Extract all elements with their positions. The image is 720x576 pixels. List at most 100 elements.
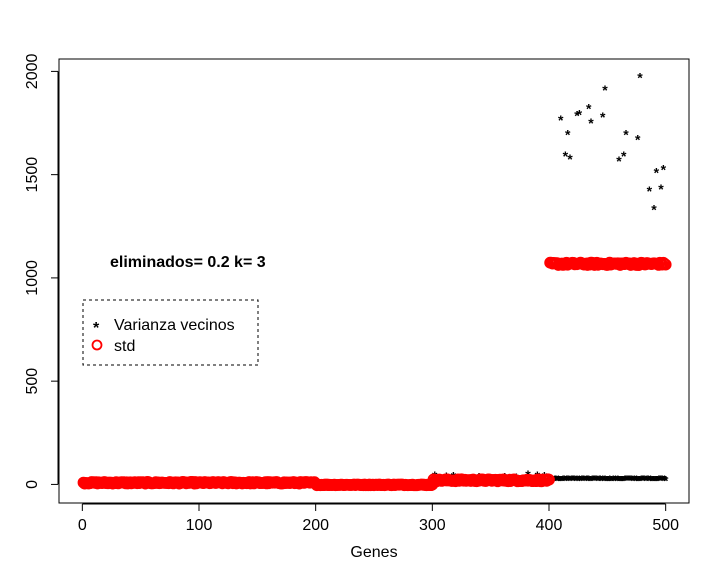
data-point-varianza-vecinos: *	[582, 472, 588, 488]
x-axis: 0 100 200 300 400 500	[78, 503, 679, 534]
x-tick-label: 100	[186, 517, 213, 534]
data-point-varianza-vecinos: *	[657, 472, 663, 488]
data-point-varianza-vecinos: *	[645, 472, 651, 488]
x-tick-label: 500	[652, 517, 679, 534]
legend-symbol-std	[91, 339, 103, 351]
data-point-varianza-vecinos: *	[564, 472, 570, 488]
data-point-varianza-vecinos: *	[606, 473, 612, 489]
data-point-varianza-vecinos: *	[585, 472, 591, 488]
y-tick-label: 2000	[24, 53, 41, 89]
data-point-varianza-vecinos: *	[649, 473, 655, 489]
data-point-varianza-vecinos: *	[589, 472, 595, 488]
data-point-varianza-vecinos: *	[567, 151, 573, 167]
data-point-varianza-vecinos: *	[553, 472, 559, 488]
data-point-varianza-vecinos: *	[623, 126, 629, 142]
data-point-varianza-vecinos: *	[560, 472, 566, 488]
data-point-varianza-vecinos: *	[636, 472, 642, 488]
data-point-varianza-vecinos: *	[610, 472, 616, 488]
data-point-varianza-vecinos: *	[566, 472, 572, 488]
data-point-varianza-vecinos: *	[568, 472, 574, 488]
data-point-varianza-vecinos: *	[615, 472, 621, 488]
legend-label-std: std	[114, 338, 135, 355]
data-point-varianza-vecinos: *	[623, 472, 629, 488]
data-point-varianza-vecinos: *	[552, 472, 558, 488]
x-tick-label: 400	[536, 517, 563, 534]
data-point-varianza-vecinos: *	[579, 472, 585, 488]
data-point-varianza-vecinos: *	[574, 108, 580, 124]
data-point-varianza-vecinos: *	[580, 472, 586, 488]
data-point-varianza-vecinos: *	[635, 131, 641, 147]
data-point-varianza-vecinos: *	[626, 472, 632, 488]
data-point-varianza-vecinos: *	[658, 472, 664, 488]
x-axis-title: Genes	[350, 544, 397, 561]
data-point-varianza-vecinos: *	[631, 472, 637, 488]
data-point-varianza-vecinos: *	[612, 472, 618, 488]
data-point-varianza-vecinos: *	[591, 472, 597, 488]
y-axis: 0 500 1000 1500 2000	[24, 53, 59, 489]
data-point-std	[659, 258, 672, 271]
data-point-varianza-vecinos: *	[609, 473, 615, 489]
data-point-varianza-vecinos: *	[571, 472, 577, 488]
data-point-varianza-vecinos: *	[642, 472, 648, 488]
data-point-varianza-vecinos: *	[577, 107, 583, 123]
data-point-varianza-vecinos: *	[624, 472, 630, 488]
data-point-varianza-vecinos: *	[577, 472, 583, 488]
data-point-varianza-vecinos: *	[619, 472, 625, 488]
data-point-varianza-vecinos: *	[584, 472, 590, 488]
data-point-varianza-vecinos: *	[616, 472, 622, 488]
data-point-varianza-vecinos: *	[622, 472, 628, 488]
data-point-varianza-vecinos: *	[634, 472, 640, 488]
data-point-varianza-vecinos: *	[654, 473, 660, 489]
data-point-varianza-vecinos: *	[647, 183, 653, 199]
data-point-varianza-vecinos: *	[638, 472, 644, 488]
data-point-varianza-vecinos: *	[656, 472, 662, 488]
data-point-varianza-vecinos: *	[648, 472, 654, 488]
data-point-varianza-vecinos: *	[556, 472, 562, 488]
data-point-varianza-vecinos: *	[633, 473, 639, 489]
data-point-varianza-vecinos: *	[654, 165, 660, 181]
data-point-varianza-vecinos: *	[608, 472, 614, 488]
data-point-varianza-vecinos: *	[601, 473, 607, 489]
data-point-varianza-vecinos: *	[596, 472, 602, 488]
y-tick-label: 500	[24, 368, 41, 395]
data-point-varianza-vecinos: *	[588, 115, 594, 131]
data-point-varianza-vecinos: *	[593, 472, 599, 488]
data-point-varianza-vecinos: *	[637, 473, 643, 489]
data-point-varianza-vecinos: *	[621, 148, 627, 164]
data-point-varianza-vecinos: *	[658, 181, 664, 197]
y-tick-label: 0	[24, 480, 41, 489]
data-point-std	[653, 256, 666, 269]
chart-annotation: eliminados= 0.2 k= 3	[110, 254, 266, 271]
data-point-varianza-vecinos: *	[628, 472, 634, 488]
data-point-varianza-vecinos: *	[607, 472, 613, 488]
data-point-varianza-vecinos: *	[587, 472, 593, 488]
data-point-varianza-vecinos: *	[659, 472, 665, 488]
data-point-varianza-vecinos: *	[647, 473, 653, 489]
data-point-varianza-vecinos: *	[575, 473, 581, 489]
legend-symbol-varianza-vecinos: *	[93, 320, 100, 337]
data-point-varianza-vecinos: *	[655, 472, 661, 488]
data-point-varianza-vecinos: *	[641, 472, 647, 488]
data-point-varianza-vecinos: *	[558, 473, 564, 489]
x-tick-label: 0	[78, 517, 87, 534]
data-point-varianza-vecinos: *	[620, 472, 626, 488]
data-point-varianza-vecinos: *	[578, 472, 584, 488]
data-point-varianza-vecinos: *	[563, 472, 569, 488]
data-point-varianza-vecinos: *	[635, 472, 641, 488]
data-point-varianza-vecinos: *	[614, 472, 620, 488]
data-point-varianza-vecinos: *	[565, 126, 571, 142]
data-point-varianza-vecinos: *	[595, 473, 601, 489]
data-point-varianza-vecinos: *	[616, 153, 622, 169]
data-point-varianza-vecinos: *	[602, 472, 608, 488]
data-point-varianza-vecinos: *	[581, 472, 587, 488]
data-point-varianza-vecinos: *	[559, 472, 565, 488]
data-point-varianza-vecinos: *	[561, 472, 567, 488]
data-point-varianza-vecinos: *	[573, 472, 579, 488]
data-point-varianza-vecinos: *	[594, 472, 600, 488]
data-point-varianza-vecinos: *	[565, 472, 571, 488]
data-point-varianza-vecinos: *	[602, 82, 608, 98]
data-point-varianza-vecinos: *	[651, 202, 657, 218]
series-varianza-vecinos: ****************************************…	[81, 70, 669, 495]
data-point-varianza-vecinos: *	[643, 472, 649, 488]
